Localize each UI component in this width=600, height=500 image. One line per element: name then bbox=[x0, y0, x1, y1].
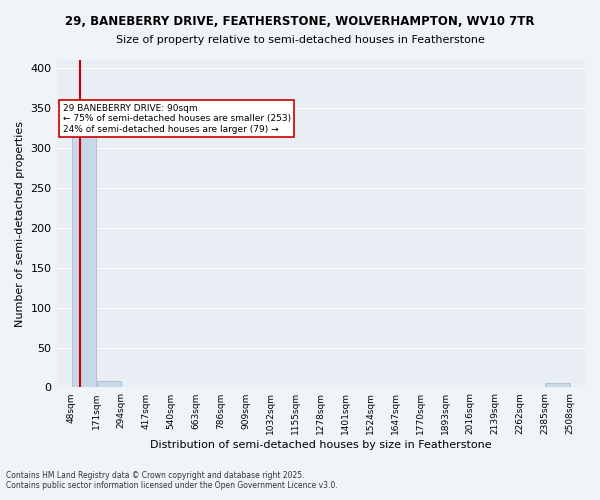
Bar bbox=[545, 384, 570, 388]
Text: Contains HM Land Registry data © Crown copyright and database right 2025.
Contai: Contains HM Land Registry data © Crown c… bbox=[6, 470, 338, 490]
Text: 29 BANEBERRY DRIVE: 90sqm
← 75% of semi-detached houses are smaller (253)
24% of: 29 BANEBERRY DRIVE: 90sqm ← 75% of semi-… bbox=[62, 104, 290, 134]
Y-axis label: Number of semi-detached properties: Number of semi-detached properties bbox=[15, 120, 25, 326]
Text: 29, BANEBERRY DRIVE, FEATHERSTONE, WOLVERHAMPTON, WV10 7TR: 29, BANEBERRY DRIVE, FEATHERSTONE, WOLVE… bbox=[65, 15, 535, 28]
Bar bbox=[72, 120, 96, 388]
X-axis label: Distribution of semi-detached houses by size in Featherstone: Distribution of semi-detached houses by … bbox=[150, 440, 491, 450]
Text: Size of property relative to semi-detached houses in Featherstone: Size of property relative to semi-detach… bbox=[116, 35, 484, 45]
Bar bbox=[97, 381, 121, 388]
